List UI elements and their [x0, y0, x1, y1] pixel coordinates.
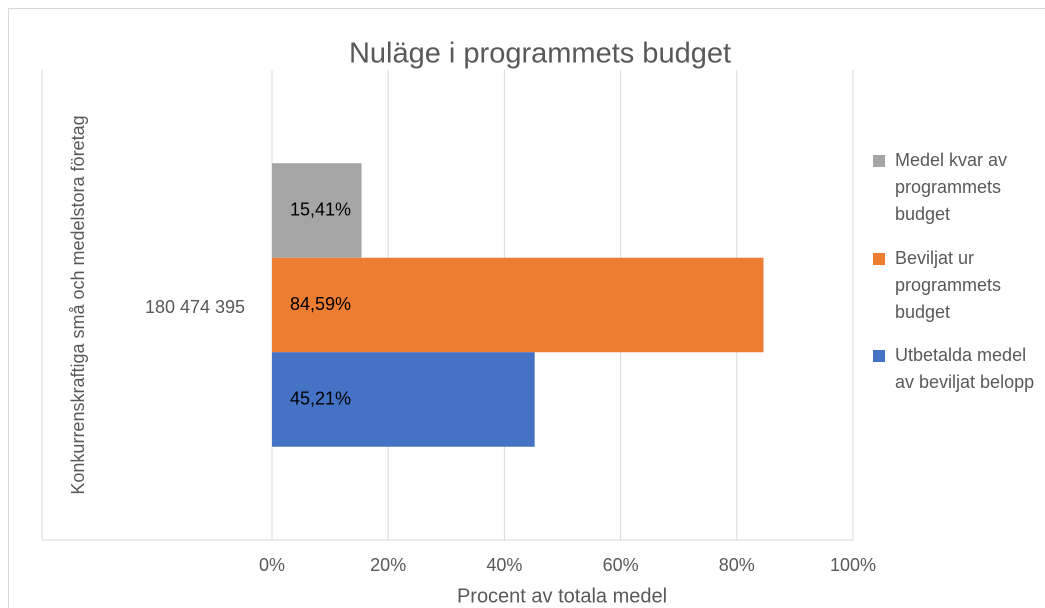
- y-tick-label: 180 474 395: [145, 297, 245, 317]
- legend-item: Medel kvar av programmets budget: [873, 147, 1038, 228]
- data-label: 45,21%: [290, 388, 351, 408]
- x-axis-title: Procent av totala medel: [457, 585, 667, 607]
- legend-label: Utbetalda medel av beviljat belopp: [895, 345, 1035, 392]
- data-label: 15,41%: [290, 199, 351, 219]
- bar: [272, 257, 764, 353]
- data-label: 84,59%: [290, 294, 351, 314]
- x-tick-label: 0%: [259, 555, 285, 575]
- legend-label: Medel kvar av programmets budget: [895, 150, 1008, 224]
- x-tick-label: 60%: [603, 555, 639, 575]
- legend-swatch: [873, 155, 885, 167]
- x-tick-label: 20%: [370, 555, 406, 575]
- legend-item: Utbetalda medel av beviljat belopp: [873, 342, 1038, 396]
- x-tick-label: 80%: [719, 555, 755, 575]
- x-tick-label: 40%: [486, 555, 522, 575]
- chart-border: [8, 8, 1045, 608]
- legend-label: Beviljat ur programmets budget: [895, 247, 1002, 322]
- bar: [272, 163, 362, 258]
- legend-swatch: [873, 350, 885, 362]
- x-tick-label: 100%: [830, 555, 876, 575]
- legend-swatch: [873, 252, 885, 265]
- chart-title: Nuläge i programmets budget: [349, 38, 731, 70]
- legend-item: Beviljat ur programmets budget: [873, 245, 1038, 326]
- category-group-label: Konkurrenskraftiga små och medelstora fö…: [68, 115, 88, 495]
- bar: [272, 352, 535, 447]
